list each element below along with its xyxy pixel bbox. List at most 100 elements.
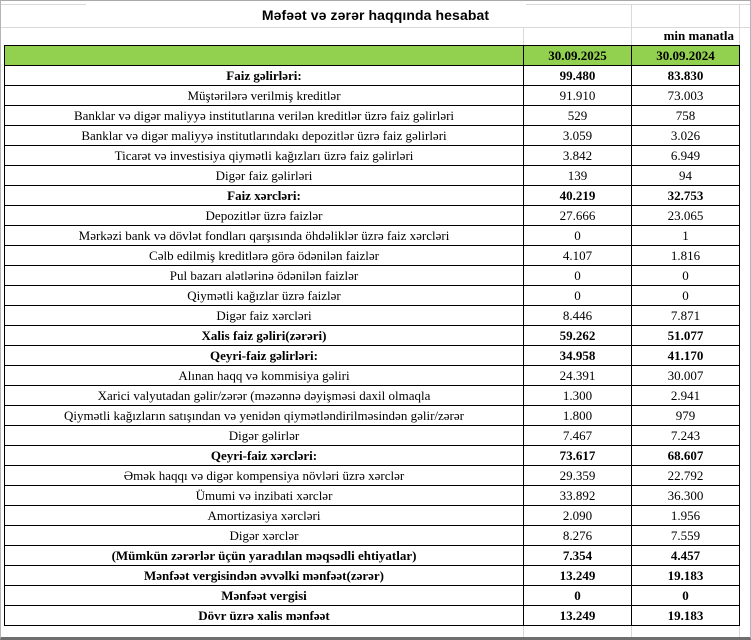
value-2025: 73.617 — [523, 445, 632, 466]
unit-note: min manatla — [663, 28, 734, 43]
table-row: Depozitlər üzrə faizlər 27.666 23.065 — [4, 205, 740, 226]
table-row: Digər faiz xərcləri 8.446 7.871 — [4, 305, 740, 326]
value-2024: 3.026 — [631, 125, 740, 146]
value-2024: 0 — [631, 265, 740, 286]
table-row: Xarici valyutadan gəlir/zərər (məzənnə d… — [4, 385, 740, 406]
income-statement-table: 30.09.2025 30.09.2024 Faiz gəlirləri: 99.… — [4, 45, 740, 626]
row-label: Xarici valyutadan gəlir/zərər (məzənnə d… — [4, 385, 524, 406]
value-2024: 7.871 — [631, 305, 740, 326]
row-label: Faiz xərcləri: — [4, 185, 524, 206]
value-2025: 8.276 — [523, 525, 632, 546]
value-2025: 33.892 — [523, 485, 632, 506]
value-2024: 83.830 — [631, 65, 740, 86]
table-row: Qiymətli kağızların satışından və yenidə… — [4, 405, 740, 426]
value-2024: 7.243 — [631, 425, 740, 446]
value-2024: 758 — [631, 105, 740, 126]
value-2024: 0 — [631, 585, 740, 606]
table-row: Əmək haqqı və digər kompensiya növləri ü… — [4, 465, 740, 486]
row-label: Mənfəət vergisi — [4, 585, 524, 606]
table-row: Banklar və digər maliyyə institutlarına … — [4, 105, 740, 126]
value-2025: 0 — [523, 265, 632, 286]
table-row: Pul bazarı alətlərinə ödənilən faizlər 0 0 — [4, 265, 740, 286]
row-label: Müştərilərə verilmiş kreditlər — [4, 85, 524, 106]
value-2024: 73.003 — [631, 85, 740, 106]
table-row: Ticarət və investisiya qiymətli kağızlar… — [4, 145, 740, 166]
value-2025: 0 — [523, 585, 632, 606]
table-body: Faiz gəlirləri: 99.480 83.830 Müştərilərə v… — [4, 65, 740, 626]
table-row: Cəlb edilmiş kreditlərə görə ödənilən fa… — [4, 245, 740, 266]
row-label: Digər gəlirlər — [4, 425, 524, 446]
gridline — [631, 28, 632, 45]
value-2024: 979 — [631, 405, 740, 426]
value-2024: 1.956 — [631, 505, 740, 526]
report-title: Məfəət və zərər haqqında hesabat — [261, 7, 490, 23]
value-2025: 24.391 — [523, 365, 632, 386]
gridline — [739, 626, 740, 637]
row-label: Amortizasiya xərcləri — [4, 505, 524, 526]
value-2025: 1.300 — [523, 385, 632, 406]
row-label: Mənfəət vergisindən əvvəlki mənfəət(zərə… — [4, 565, 524, 586]
gridline — [631, 626, 632, 637]
value-2024: 7.559 — [631, 525, 740, 546]
value-2024: 2.941 — [631, 385, 740, 406]
row-label: Digər xərclər — [4, 525, 524, 546]
table-row: Digər xərclər 8.276 7.559 — [4, 525, 740, 546]
value-2025: 529 — [523, 105, 632, 126]
table-row: Faiz xərcləri: 40.219 32.753 — [4, 185, 740, 206]
value-2024: 19.183 — [631, 605, 740, 626]
table-row: Mərkəzi bank və dövlət fondları qarşısın… — [4, 225, 740, 246]
row-label: Xalis faiz gəliri(zərəri) — [4, 325, 524, 346]
row-label: Pul bazarı alətlərinə ödənilən faizlər — [4, 265, 524, 286]
row-label: Banklar və digər maliyyə institutlarına … — [4, 105, 524, 126]
value-2024: 6.949 — [631, 145, 740, 166]
table-row: Ümumi və inzibati xərclər 33.892 36.300 — [4, 485, 740, 506]
table-row: Mənfəət vergisi 0 0 — [4, 585, 740, 606]
value-2025: 3.842 — [523, 145, 632, 166]
row-label: Digər faiz xərcləri — [4, 305, 524, 326]
header-label-cell — [4, 45, 524, 66]
value-2024: 94 — [631, 165, 740, 186]
gridline — [523, 626, 524, 637]
row-label: Qiymətli kağızların satışından və yenidə… — [4, 405, 524, 426]
gridline — [526, 4, 750, 5]
gridline — [739, 5, 740, 27]
value-2025: 13.249 — [523, 565, 632, 586]
row-label: Banklar və digər maliyyə institutlarında… — [4, 125, 524, 146]
value-2024: 22.792 — [631, 465, 740, 486]
table-row: Dövr üzrə xalis mənfəət 13.249 19.183 — [4, 605, 740, 626]
value-2025: 4.107 — [523, 245, 632, 266]
value-2024: 1 — [631, 225, 740, 246]
value-2025: 2.090 — [523, 505, 632, 526]
gridline — [1, 27, 750, 28]
table-row: Mənfəət vergisindən əvvəlki mənfəət(zərə… — [4, 565, 740, 586]
column-header-2024: 30.09.2024 — [631, 45, 740, 66]
value-2025: 8.446 — [523, 305, 632, 326]
gridline — [631, 5, 632, 27]
gridline — [739, 28, 740, 45]
value-2024: 1.816 — [631, 245, 740, 266]
value-2025: 59.262 — [523, 325, 632, 346]
row-label: Depozitlər üzrə faizlər — [4, 205, 524, 226]
value-2024: 36.300 — [631, 485, 740, 506]
row-label: Ümumi və inzibati xərclər — [4, 485, 524, 506]
value-2025: 139 — [523, 165, 632, 186]
row-label: Mərkəzi bank və dövlət fondları qarşısın… — [4, 225, 524, 246]
value-2025: 7.467 — [523, 425, 632, 446]
value-2025: 40.219 — [523, 185, 632, 206]
table-row: Qiymətli kağızlar üzrə faizlər 0 0 — [4, 285, 740, 306]
value-2024: 68.607 — [631, 445, 740, 466]
table-row: Alınan haqq və kommisiya gəliri 24.391 30.… — [4, 365, 740, 386]
table-row: Qeyri-faiz xərcləri: 73.617 68.607 — [4, 445, 740, 466]
value-2025: 29.359 — [523, 465, 632, 486]
row-label: Cəlb edilmiş kreditlərə görə ödənilən fa… — [4, 245, 524, 266]
value-2025: 0 — [523, 225, 632, 246]
row-label: (Mümkün zərərlər üçün yaradılan məqsədli… — [4, 545, 524, 566]
row-label: Əmək haqqı və digər kompensiya növləri ü… — [4, 465, 524, 486]
value-2024: 32.753 — [631, 185, 740, 206]
value-2024: 51.077 — [631, 325, 740, 346]
table-row: Qeyri-faiz gəlirləri: 34.958 41.170 — [4, 345, 740, 366]
column-header-2025: 30.09.2025 — [523, 45, 632, 66]
row-label: Alınan haqq və kommisiya gəliri — [4, 365, 524, 386]
table-row: (Mümkün zərərlər üçün yaradılan məqsədli… — [4, 545, 740, 566]
